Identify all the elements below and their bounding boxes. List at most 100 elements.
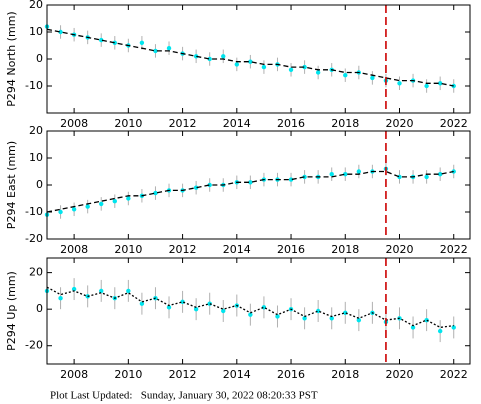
- data-point: [126, 196, 131, 201]
- data-point: [207, 182, 212, 188]
- data-point: [356, 317, 362, 323]
- x-tick-label: 2016: [277, 368, 305, 381]
- data-point: [193, 306, 199, 312]
- y-tick-label: -10: [25, 205, 43, 218]
- data-point: [207, 56, 212, 62]
- data-point: [166, 305, 172, 310]
- data-point: [58, 29, 63, 35]
- data-point: [356, 169, 362, 174]
- data-point: [153, 190, 158, 196]
- y-axis-label: P294 Up (mm): [5, 271, 18, 351]
- data-point: [234, 62, 240, 67]
- data-point: [424, 83, 429, 89]
- y-axis-label: P294 East (mm): [5, 141, 18, 229]
- y-axis-label: P294 North (mm): [5, 11, 18, 106]
- data-point: [99, 201, 104, 207]
- data-point: [261, 64, 267, 70]
- data-point: [302, 64, 307, 70]
- x-tick-label: 2012: [169, 117, 197, 130]
- data-point: [343, 73, 348, 78]
- data-point: [112, 199, 117, 204]
- data-point: [343, 172, 348, 177]
- data-point: [451, 83, 456, 89]
- data-point: [221, 54, 226, 59]
- data-point: [370, 75, 375, 81]
- data-point: [451, 325, 456, 330]
- data-point: [302, 316, 307, 321]
- y-tick-label: 10: [29, 151, 43, 164]
- data-point: [437, 172, 443, 177]
- y-tick-label: -20: [25, 232, 43, 245]
- x-tick-label: 2018: [331, 368, 359, 381]
- x-tick-label: 2020: [386, 117, 414, 130]
- x-tick-label: 2008: [60, 368, 88, 381]
- x-tick-label: 2018: [331, 243, 359, 256]
- data-point: [139, 301, 145, 306]
- data-point: [153, 48, 158, 54]
- data-point: [451, 169, 456, 174]
- data-point: [99, 37, 104, 43]
- data-point: [424, 174, 429, 180]
- y-tick-label: 0: [36, 302, 43, 315]
- data-point: [288, 67, 294, 73]
- data-point: [248, 180, 253, 185]
- x-tick-label: 2014: [223, 243, 251, 256]
- data-point: [112, 40, 117, 45]
- data-point: [437, 81, 443, 86]
- x-tick-label: 2010: [114, 117, 142, 130]
- data-point: [302, 174, 307, 180]
- x-tick-label: 2014: [223, 117, 251, 130]
- y-tick-label: 10: [29, 25, 43, 38]
- data-point: [85, 204, 90, 209]
- x-tick-label: 2014: [223, 368, 251, 381]
- plot-frame: [46, 4, 471, 114]
- x-tick-label: 2010: [114, 368, 142, 381]
- x-tick-label: 2022: [440, 368, 468, 381]
- y-tick-label: -20: [25, 339, 43, 352]
- data-point: [139, 40, 145, 45]
- data-point: [410, 325, 416, 330]
- x-tick-label: 2008: [60, 243, 88, 256]
- x-tick-label: 2020: [386, 243, 414, 256]
- footer: Plot Last Updated: Sunday, January 30, 2…: [50, 390, 318, 402]
- x-tick-label: 2022: [440, 243, 468, 256]
- x-tick-label: 2010: [114, 243, 142, 256]
- data-point: [166, 46, 172, 51]
- data-point: [248, 312, 253, 317]
- data-point: [99, 288, 104, 294]
- x-tick-label: 2020: [386, 368, 414, 381]
- x-tick-label: 2012: [169, 368, 197, 381]
- data-point: [248, 59, 253, 64]
- data-point: [315, 70, 321, 75]
- data-point: [437, 328, 443, 334]
- y-tick-label: 20: [29, 266, 43, 279]
- data-point: [221, 308, 226, 314]
- data-point: [275, 314, 280, 319]
- y-tick-label: 20: [29, 124, 43, 137]
- data-point: [329, 172, 334, 177]
- data-point: [58, 209, 63, 215]
- x-tick-label: 2022: [440, 117, 468, 130]
- x-tick-label: 2012: [169, 243, 197, 256]
- data-point: [71, 286, 77, 292]
- data-point: [193, 54, 199, 59]
- y-tick-label: 0: [36, 178, 43, 191]
- data-point: [126, 288, 131, 294]
- data-point: [71, 207, 77, 212]
- data-point: [329, 316, 334, 321]
- x-tick-label: 2018: [331, 117, 359, 130]
- data-point: [58, 296, 63, 301]
- data-point: [397, 81, 402, 86]
- plot-frame: [46, 257, 471, 365]
- plot-frame: [46, 130, 471, 240]
- y-tick-label: 20: [29, 0, 43, 11]
- x-tick-label: 2008: [60, 117, 88, 130]
- data-point: [193, 185, 199, 190]
- y-tick-label: 0: [36, 52, 43, 65]
- data-point: [288, 177, 294, 182]
- x-tick-label: 2016: [277, 243, 305, 256]
- y-tick-label: -10: [25, 79, 43, 92]
- data-point: [424, 317, 429, 323]
- x-tick-label: 2016: [277, 117, 305, 130]
